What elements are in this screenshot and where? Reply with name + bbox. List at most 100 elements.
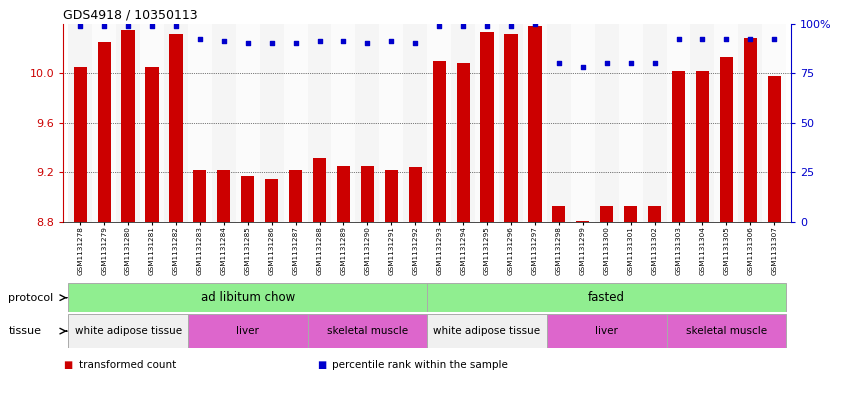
Point [385, 38, 398, 44]
Bar [720, 57, 733, 222]
Point [409, 40, 422, 47]
Bar [739, 24, 762, 222]
Bar [547, 24, 571, 222]
Text: skeletal muscle: skeletal muscle [327, 326, 408, 336]
Bar [714, 24, 739, 222]
Bar [618, 24, 643, 222]
Bar [451, 24, 475, 222]
Text: white adipose tissue: white adipose tissue [74, 326, 182, 336]
Point [504, 22, 518, 29]
Point [720, 36, 733, 42]
Text: liver: liver [236, 326, 259, 336]
Text: tissue: tissue [8, 326, 41, 336]
Text: percentile rank within the sample: percentile rank within the sample [332, 360, 508, 371]
Bar [217, 170, 230, 222]
Bar [283, 24, 308, 222]
Bar [427, 314, 547, 348]
Bar [193, 170, 206, 222]
Bar [355, 24, 379, 222]
Point [695, 36, 709, 42]
Bar [236, 24, 260, 222]
Point [767, 36, 781, 42]
Bar [552, 206, 565, 222]
Bar [265, 179, 278, 222]
Bar [409, 167, 422, 222]
Bar [337, 166, 350, 222]
Text: white adipose tissue: white adipose tissue [433, 326, 541, 336]
Bar [169, 33, 183, 222]
Bar [360, 166, 374, 222]
Bar [212, 24, 236, 222]
Bar [457, 63, 470, 222]
Bar [404, 24, 427, 222]
Bar [92, 24, 116, 222]
Point [432, 22, 446, 29]
Text: fasted: fasted [588, 291, 625, 304]
Bar [308, 314, 427, 348]
Point [97, 22, 111, 29]
Point [74, 22, 87, 29]
Bar [571, 24, 595, 222]
Text: transformed count: transformed count [79, 360, 176, 371]
Text: ■: ■ [317, 360, 327, 371]
Bar [188, 314, 308, 348]
Point [313, 38, 327, 44]
Bar [481, 32, 494, 222]
Bar [313, 158, 326, 222]
Bar [164, 24, 188, 222]
Bar [529, 26, 541, 222]
Point [169, 22, 183, 29]
Bar [576, 221, 590, 222]
Point [456, 22, 470, 29]
Text: protocol: protocol [8, 293, 53, 303]
Bar [379, 24, 404, 222]
Bar [696, 71, 709, 222]
Point [121, 22, 135, 29]
Point [193, 36, 206, 42]
Bar [643, 24, 667, 222]
Bar [667, 314, 786, 348]
Bar [427, 283, 786, 312]
Bar [308, 24, 332, 222]
Bar [241, 176, 255, 222]
Text: GDS4918 / 10350113: GDS4918 / 10350113 [63, 8, 198, 21]
Point [648, 60, 662, 66]
Point [217, 38, 231, 44]
Bar [667, 24, 690, 222]
Bar [499, 24, 523, 222]
Text: ■: ■ [63, 360, 73, 371]
Bar [116, 24, 140, 222]
Point [146, 22, 159, 29]
Bar [547, 314, 667, 348]
Point [241, 40, 255, 47]
Point [265, 40, 278, 47]
Bar [69, 314, 188, 348]
Text: skeletal muscle: skeletal muscle [686, 326, 767, 336]
Bar [624, 206, 637, 222]
Bar [690, 24, 714, 222]
Point [552, 60, 566, 66]
Bar [595, 24, 618, 222]
Bar [69, 24, 92, 222]
Bar [427, 24, 451, 222]
Bar [260, 24, 283, 222]
Bar [672, 71, 685, 222]
Point [672, 36, 685, 42]
Point [288, 40, 302, 47]
Bar [188, 24, 212, 222]
Text: liver: liver [596, 326, 618, 336]
Bar [122, 30, 135, 222]
Bar [648, 206, 662, 222]
Bar [69, 283, 427, 312]
Bar [523, 24, 547, 222]
Bar [289, 170, 302, 222]
Bar [146, 67, 158, 222]
Bar [97, 42, 111, 222]
Bar [432, 61, 446, 222]
Text: ad libitum chow: ad libitum chow [201, 291, 295, 304]
Bar [74, 67, 87, 222]
Bar [385, 170, 398, 222]
Point [360, 40, 374, 47]
Bar [767, 76, 781, 222]
Point [576, 64, 590, 70]
